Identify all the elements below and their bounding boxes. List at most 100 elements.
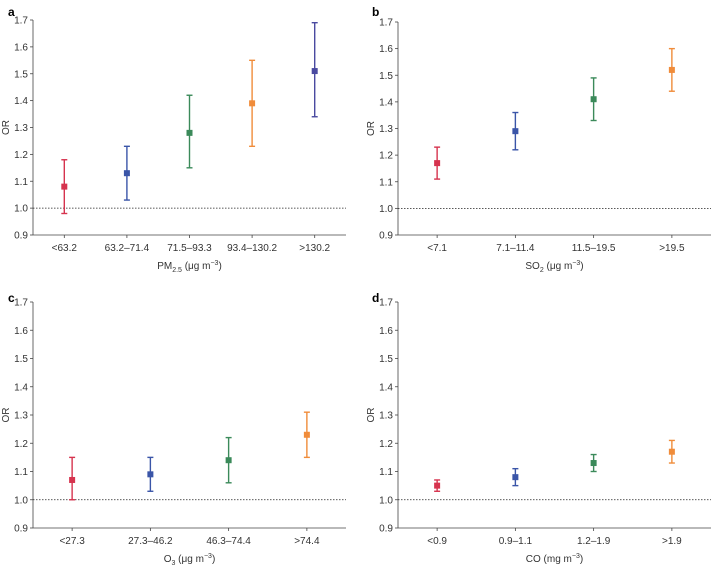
y-tick-label: 1.7 xyxy=(379,18,393,29)
y-tick-label: 1.4 xyxy=(14,382,28,393)
y-tick-label: 1.1 xyxy=(14,467,28,478)
data-point-1 xyxy=(69,456,76,501)
panel-letter: d xyxy=(372,291,379,305)
x-axis-label: SO2 (μg m−3) xyxy=(525,260,583,274)
point-marker xyxy=(303,431,310,438)
y-tick-label: 1.7 xyxy=(14,16,28,27)
x-tick-label: 46.3–74.4 xyxy=(206,536,251,547)
y-tick-label: 1.0 xyxy=(14,495,28,506)
data-point-3 xyxy=(590,453,597,473)
x-tick-label: 7.1–11.4 xyxy=(496,243,535,254)
data-point-3 xyxy=(186,94,193,169)
panel-b: b 0.9 1.0 1.1 1.2 1.3 1.4 1.5 1.6 1.7 OR <7.1 7.1–11… xyxy=(366,5,711,274)
data-point-1 xyxy=(61,159,68,215)
x-tick-label: 1.2–1.9 xyxy=(577,536,611,547)
y-tick-label: 1.7 xyxy=(379,298,393,309)
y-tick-label: 1.0 xyxy=(379,204,393,215)
y-tick-label: 0.9 xyxy=(379,231,393,242)
y-tick-label: 1.0 xyxy=(14,204,28,215)
x-axis-label: CO (mg m−3) xyxy=(526,553,583,565)
y-axis-label: OR xyxy=(366,408,377,423)
point-marker xyxy=(61,183,68,190)
y-axis-label: OR xyxy=(1,408,12,423)
panel-letter: b xyxy=(372,5,379,19)
point-marker xyxy=(434,482,441,489)
y-tick-label: 1.4 xyxy=(14,96,28,107)
data-point-4 xyxy=(303,411,310,459)
point-marker xyxy=(434,160,441,167)
y-tick-label: 0.9 xyxy=(14,524,28,535)
data-point-4 xyxy=(668,439,675,464)
x-tick-label: 27.3–46.2 xyxy=(128,536,173,547)
y-tick-label: 1.6 xyxy=(14,326,28,337)
y-axis-label: OR xyxy=(1,120,12,135)
data-point-3 xyxy=(590,77,597,122)
data-point-2 xyxy=(512,467,519,487)
data-point-2 xyxy=(123,145,130,201)
point-marker xyxy=(512,474,519,481)
x-tick-label: >1.9 xyxy=(662,536,682,547)
x-tick-label: 11.5–19.5 xyxy=(572,243,616,254)
panel-a: a 0.9 1.0 1.1 1.2 1.3 1.4 1.5 1.6 1.7 OR <63.2 63.2–… xyxy=(1,5,346,274)
y-tick-label: 1.2 xyxy=(14,439,28,450)
point-marker xyxy=(668,66,675,73)
y-tick-label: 1.6 xyxy=(14,42,28,53)
y-tick-label: 1.5 xyxy=(379,354,393,365)
y-tick-label: 1.5 xyxy=(379,71,393,82)
x-tick-label: >130.2 xyxy=(299,243,330,254)
point-marker xyxy=(69,476,76,483)
x-tick-label: <27.3 xyxy=(59,536,85,547)
y-tick-label: 1.3 xyxy=(379,411,393,422)
data-point-5 xyxy=(311,21,318,118)
y-tick-label: 1.3 xyxy=(14,123,28,134)
panel-d: d 0.9 1.0 1.1 1.2 1.3 1.4 1.5 1.6 1.7 OR <0.9 0.9–1.… xyxy=(366,291,711,565)
y-tick-label: 1.4 xyxy=(379,97,393,108)
point-marker xyxy=(590,460,597,467)
panel-letter: a xyxy=(8,5,15,19)
data-point-4 xyxy=(668,47,675,92)
panel-letter: c xyxy=(8,291,15,305)
y-tick-label: 1.2 xyxy=(379,151,393,162)
point-marker xyxy=(249,100,256,107)
y-tick-label: 1.5 xyxy=(14,354,28,365)
point-marker xyxy=(123,170,130,177)
point-marker xyxy=(311,68,318,75)
x-tick-label: >74.4 xyxy=(294,536,320,547)
x-axis-label: PM2.5 (μg m−3) xyxy=(157,260,222,274)
y-tick-label: 1.1 xyxy=(379,177,393,188)
x-tick-label: <7.1 xyxy=(427,243,447,254)
y-tick-label: 1.4 xyxy=(379,382,393,393)
x-tick-label: 0.9–1.1 xyxy=(499,536,533,547)
x-tick-label: <0.9 xyxy=(427,536,447,547)
y-tick-label: 1.0 xyxy=(379,495,393,506)
y-tick-label: 1.6 xyxy=(379,44,393,55)
y-tick-label: 0.9 xyxy=(14,231,28,242)
y-tick-label: 1.1 xyxy=(379,467,393,478)
data-point-1 xyxy=(434,146,441,180)
point-marker xyxy=(512,128,519,135)
y-tick-label: 1.5 xyxy=(14,69,28,80)
panel-c: c 0.9 1.0 1.1 1.2 1.3 1.4 1.5 1.6 1.7 OR <27.3 27.3–… xyxy=(1,291,346,567)
y-tick-label: 1.2 xyxy=(379,439,393,450)
y-tick-label: 1.3 xyxy=(14,411,28,422)
data-point-4 xyxy=(249,59,256,148)
data-point-2 xyxy=(512,111,519,151)
point-marker xyxy=(668,448,675,455)
y-axis-label: OR xyxy=(366,121,377,136)
data-point-2 xyxy=(147,456,154,492)
data-point-1 xyxy=(434,479,441,492)
y-tick-label: 1.1 xyxy=(14,177,28,188)
x-tick-label: 71.5–93.3 xyxy=(167,243,212,254)
x-tick-label: 93.4–130.2 xyxy=(227,243,277,254)
point-marker xyxy=(186,129,193,136)
y-tick-label: 1.6 xyxy=(379,326,393,337)
x-tick-label: >19.5 xyxy=(659,243,685,254)
y-tick-label: 0.9 xyxy=(379,524,393,535)
x-tick-label: 63.2–71.4 xyxy=(105,243,150,254)
y-tick-label: 1.7 xyxy=(14,298,28,309)
point-marker xyxy=(147,471,154,478)
data-point-3 xyxy=(225,436,232,484)
y-tick-label: 1.3 xyxy=(379,124,393,135)
point-marker xyxy=(590,96,597,103)
